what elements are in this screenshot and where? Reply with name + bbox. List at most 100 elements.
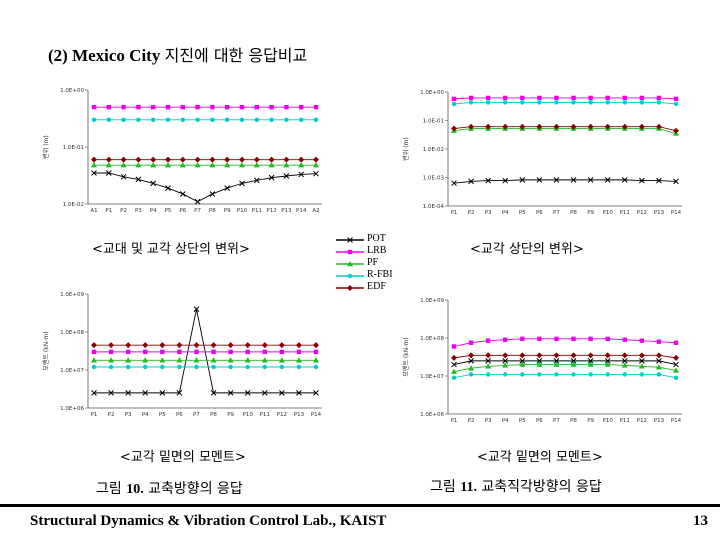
data-point (520, 95, 525, 101)
x-tick-label: P11 (620, 210, 630, 216)
x-tick-label: P3 (485, 210, 492, 216)
series-pot (91, 306, 319, 396)
data-point (105, 156, 112, 163)
data-point (468, 340, 474, 345)
y-tick-label: 1.0E-02 (423, 147, 444, 153)
data-point (299, 104, 304, 110)
data-point (451, 368, 457, 374)
data-point (554, 95, 559, 101)
series-line-pot (94, 309, 316, 394)
series-lrb (451, 336, 679, 349)
data-point (283, 156, 290, 163)
data-point (224, 156, 231, 163)
x-tick-label: P3 (135, 208, 142, 214)
data-point (91, 170, 97, 176)
data-point (605, 336, 610, 342)
data-point (621, 352, 628, 359)
data-point (224, 162, 231, 168)
data-point (638, 177, 645, 184)
data-point (165, 117, 171, 123)
legend-swatch (336, 273, 364, 279)
data-point (313, 170, 319, 177)
data-point (621, 358, 628, 364)
y-tick-label: 1.0E+07 (420, 374, 444, 380)
x-tick-label: P14 (296, 208, 307, 214)
x-tick-label: P2 (108, 412, 115, 418)
data-point (553, 123, 560, 130)
data-point (656, 95, 662, 101)
data-point (91, 104, 97, 110)
data-point (570, 361, 577, 367)
data-point (209, 162, 216, 168)
data-point (295, 342, 302, 349)
data-point (179, 156, 186, 163)
series-edf (91, 156, 319, 163)
data-point (253, 177, 260, 184)
x-tick-label: P2 (120, 208, 127, 214)
data-point (451, 180, 457, 187)
data-point (106, 104, 111, 110)
y-tick-label: 1.0E+08 (60, 330, 84, 336)
data-point (176, 390, 183, 396)
data-point (621, 177, 628, 183)
series-line-lrb (453, 338, 677, 347)
y-tick-label: 1.0E-03 (423, 176, 445, 182)
data-point (313, 162, 319, 168)
data-point (176, 357, 183, 363)
x-tick-label: P13 (654, 210, 665, 216)
data-point (121, 117, 126, 123)
data-point (655, 123, 662, 130)
data-point (159, 390, 166, 396)
data-point (105, 170, 112, 176)
data-point (179, 191, 186, 197)
data-point (502, 352, 509, 359)
data-point (268, 162, 275, 168)
data-point (239, 180, 245, 187)
data-point (194, 162, 201, 168)
data-point (588, 100, 593, 105)
x-tick-label: P13 (654, 418, 665, 424)
data-point (165, 162, 171, 168)
data-point (150, 162, 157, 168)
data-point (313, 390, 319, 396)
data-point (209, 191, 216, 197)
data-point (91, 349, 97, 355)
data-point (91, 364, 97, 370)
data-point (468, 178, 474, 185)
figure-10-text: 교축방향의 응답 (148, 481, 243, 497)
data-point (245, 364, 250, 370)
x-tick-label: P1 (91, 412, 98, 418)
data-point (313, 357, 319, 363)
data-point (278, 357, 285, 363)
figure-11-caption: 그림 11. 교축직각방향의 응답 (430, 476, 602, 496)
x-tick-label: P1 (451, 418, 458, 424)
data-point (638, 123, 645, 130)
series-line-pot (94, 172, 317, 203)
x-tick-label: P12 (637, 418, 647, 424)
x-tick-label: P13 (281, 208, 292, 214)
data-point (150, 156, 157, 163)
data-point (656, 177, 662, 184)
legend-marker (347, 273, 353, 279)
x-tick-label: P14 (311, 412, 322, 418)
data-point (588, 336, 593, 342)
x-tick-label: P3 (485, 418, 492, 424)
series-r-fbi (91, 364, 319, 370)
y-tick-label: 1.0E+06 (420, 412, 444, 418)
x-tick-label: P5 (165, 208, 172, 214)
x-tick-label: P9 (587, 210, 594, 216)
x-tick-label: P8 (210, 412, 217, 418)
title-lead: (2) Mexico City (48, 46, 161, 65)
y-tick-label: 1.0E+09 (60, 292, 84, 298)
data-point (244, 357, 251, 363)
data-point (165, 185, 171, 191)
y-axis-label: 모멘트 (kN-m) (42, 331, 50, 370)
data-point (656, 358, 662, 364)
data-point (554, 372, 559, 377)
y-axis-label: 변위 (m) (42, 135, 50, 158)
data-point (193, 306, 200, 312)
data-point (261, 357, 268, 363)
data-point (298, 171, 305, 178)
data-point (639, 95, 645, 101)
data-point (536, 361, 543, 367)
